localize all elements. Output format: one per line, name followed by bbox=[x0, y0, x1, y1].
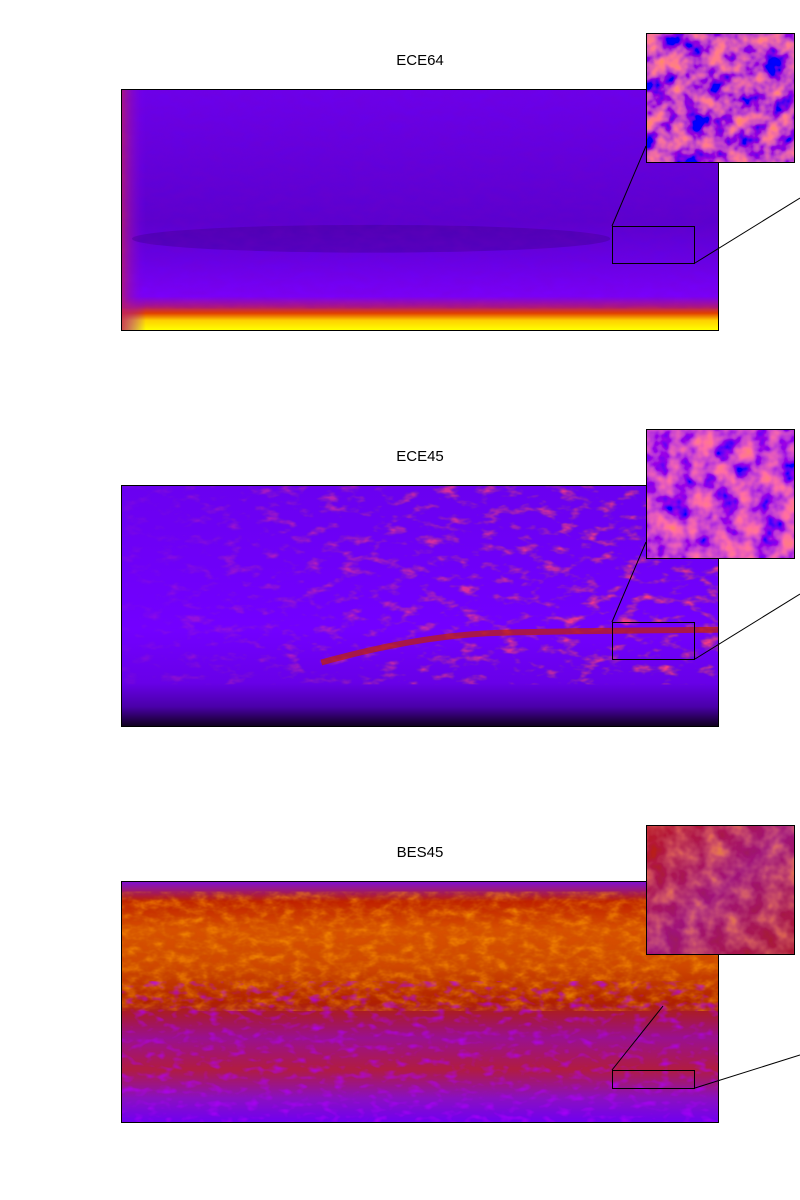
density-field bbox=[121, 881, 719, 1123]
panel-bes45: BES45 bbox=[0, 792, 800, 1188]
density-field bbox=[121, 485, 719, 727]
zoom-inset bbox=[646, 429, 795, 559]
zoom-inset bbox=[646, 33, 795, 163]
zoom-inset bbox=[646, 825, 795, 955]
density-field bbox=[121, 89, 719, 331]
panel-ece45: ECE45 bbox=[0, 396, 800, 792]
panel-title: BES45 bbox=[396, 844, 444, 861]
panel-title: ECE64 bbox=[396, 52, 444, 69]
panel-ece64: ECE64 bbox=[0, 0, 800, 396]
panel-title: ECE45 bbox=[396, 448, 444, 465]
